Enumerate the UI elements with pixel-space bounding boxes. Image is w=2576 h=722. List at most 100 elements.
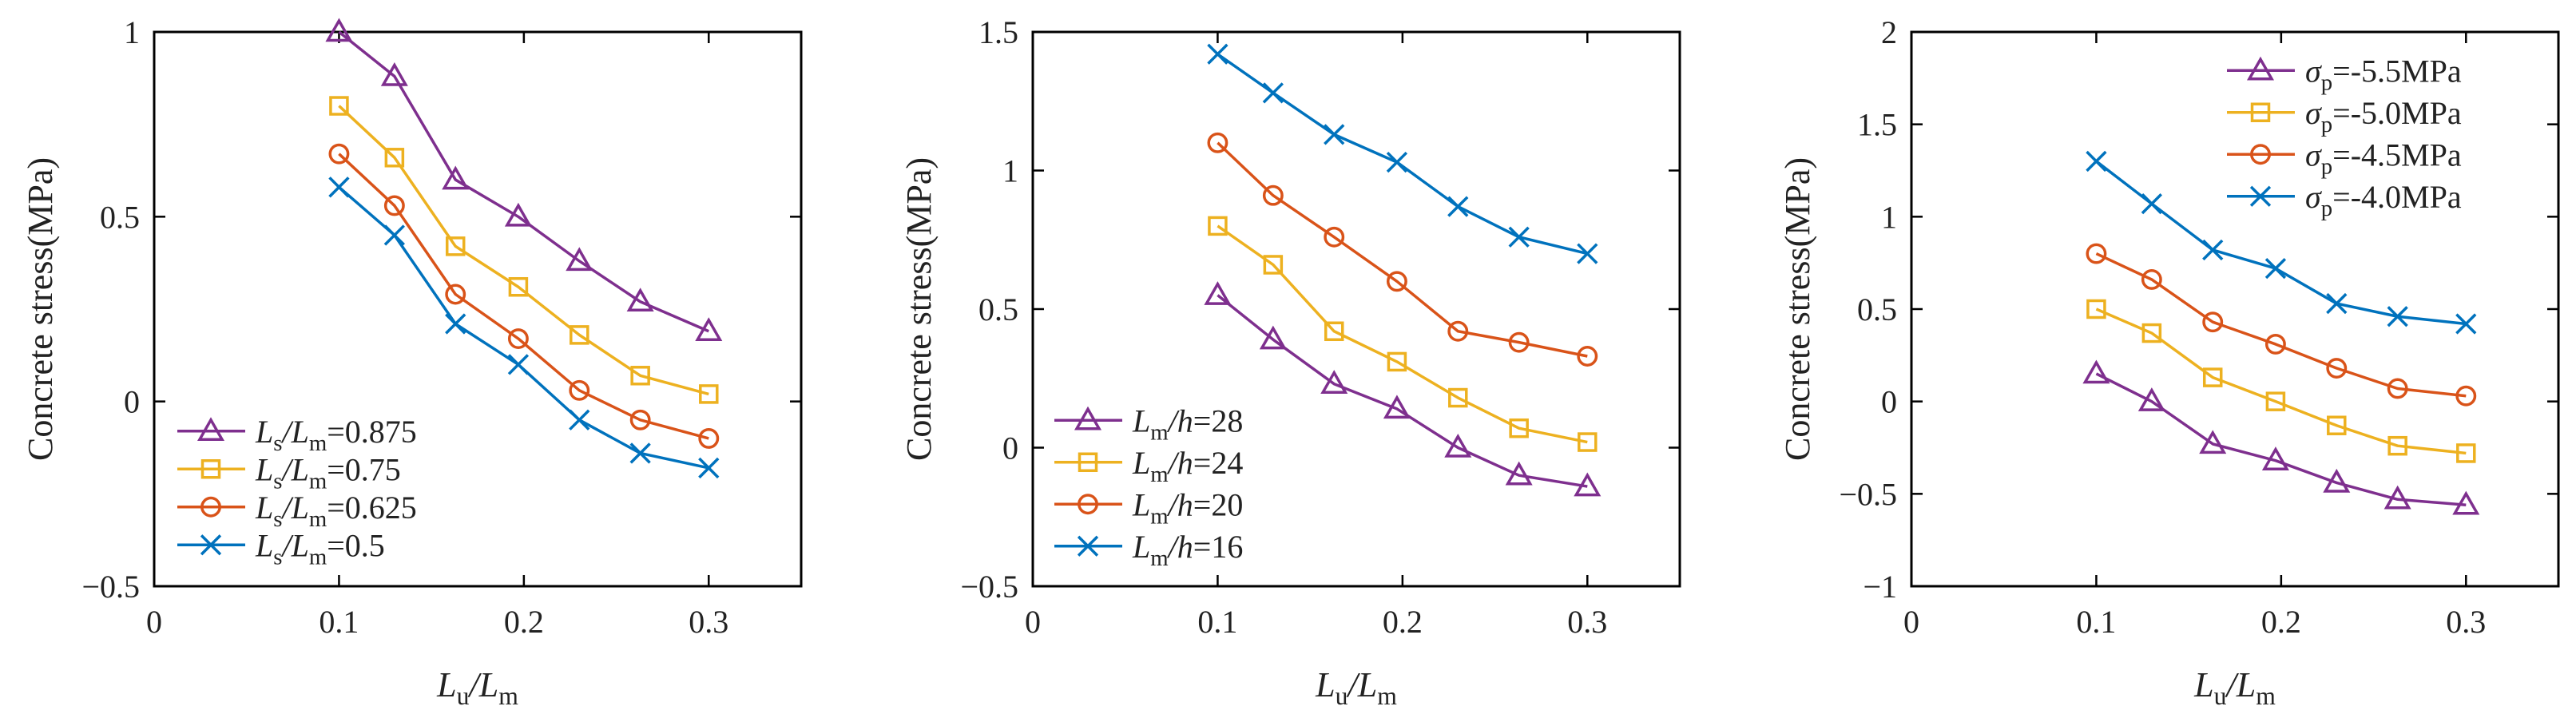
x-tick-label: 0.3	[689, 604, 728, 640]
x-tick-label: 0.1	[2076, 604, 2116, 640]
data-point-circle	[1262, 184, 1284, 206]
y-axis-title: Concrete stress(MPa)	[21, 157, 60, 461]
series-3	[1207, 43, 1598, 264]
legend-entry-1-part-0: L	[255, 451, 273, 487]
data-point-triangle	[2261, 446, 2289, 470]
series-line	[1217, 141, 1588, 358]
legend-entry-2-part-1: p	[2321, 153, 2332, 179]
y-tick-label: 0.5	[978, 292, 1018, 327]
legend-marker-circle	[200, 496, 221, 518]
data-point-square	[384, 148, 405, 168]
data-point-circle	[698, 427, 720, 449]
x-tick-label: 0	[1025, 604, 1041, 640]
y-tick-label: 0.5	[1857, 292, 1897, 327]
legend-entry-1-part-4: =0.75	[327, 451, 401, 487]
data-point-square	[1509, 418, 1529, 438]
legend-entry-3-part-2: /h	[1167, 529, 1193, 565]
data-point-x	[1262, 82, 1284, 104]
series-2	[328, 143, 720, 449]
series-line	[338, 30, 709, 333]
series-line	[338, 153, 709, 440]
x-axis-title-part-1: u	[457, 682, 470, 710]
legend-entry-0-part-0: L	[1132, 403, 1150, 438]
x-tick-label: 0.2	[1383, 604, 1423, 640]
data-point-x	[2455, 313, 2477, 335]
x-axis-title-part-0: L	[1315, 665, 1335, 704]
x-tick-label: 0	[1903, 604, 1919, 640]
data-point-triangle	[2383, 485, 2411, 510]
data-point-circle	[1508, 331, 1530, 353]
legend-entry-3-part-1: p	[2321, 196, 2332, 221]
data-point-circle	[2141, 269, 2162, 290]
legend-entry-1-part-1: s	[273, 468, 282, 494]
y-tick-label: 0	[1002, 430, 1018, 466]
legend-entry-3-part-3: m	[309, 544, 327, 569]
y-tick-label: 1	[124, 14, 140, 50]
legend-entry-2-part-0: L	[255, 490, 273, 526]
x-axis-title-part-2: /L	[1345, 665, 1377, 704]
series-line	[1217, 294, 1588, 488]
legend-entry-1-part-2: =-5.0MPa	[2332, 95, 2462, 131]
data-point-circle	[1324, 226, 1345, 248]
legend-entry-1-part-1: p	[2321, 112, 2332, 137]
data-point-x	[698, 457, 720, 479]
data-point-square	[630, 366, 650, 386]
x-axis-title-part-0: L	[436, 665, 456, 704]
y-tick-label: −0.5	[1839, 476, 1897, 512]
y-tick-label: −0.5	[81, 569, 140, 605]
series-0	[325, 18, 723, 342]
data-point-square	[1263, 255, 1284, 275]
x-axis-title-part-3: m	[1377, 682, 1397, 710]
data-point-square	[2141, 323, 2162, 343]
legend-entry-3: Ls/Lm=0.5	[255, 527, 385, 569]
data-point-x	[569, 409, 590, 430]
legend-entry-3-part-0: L	[255, 527, 273, 563]
data-point-x	[2202, 239, 2224, 261]
data-point-triangle	[1505, 461, 1533, 486]
data-point-x	[1207, 43, 1228, 65]
legend-entry-3: σp=-4.0MPa	[2305, 179, 2462, 221]
legend-entry-0-part-1: s	[273, 430, 282, 456]
legend-entry-0-part-4: =28	[1193, 403, 1244, 438]
data-point-circle	[1386, 271, 1407, 292]
legend-marker-triangle	[2246, 56, 2275, 81]
plot-frame	[153, 30, 803, 588]
data-point-triangle	[442, 165, 470, 190]
legend-entry-2-part-2: /L	[280, 490, 308, 526]
legend: Ls/Lm=0.875Ls/Lm=0.75Ls/Lm=0.625Ls/Lm=0.…	[177, 414, 417, 569]
data-point-square	[2327, 415, 2347, 435]
y-tick-label: −0.5	[960, 569, 1018, 605]
data-point-circle	[629, 409, 651, 430]
y-axis-title: Concrete stress(MPa)	[899, 157, 939, 461]
data-point-square	[2086, 299, 2106, 319]
data-point-x	[445, 313, 466, 335]
legend-marker-x	[1077, 535, 1099, 557]
x-axis-title: Lu/Lm	[1315, 665, 1397, 710]
legend-entry-0-part-3: m	[309, 430, 327, 456]
data-point-triangle	[2137, 387, 2165, 411]
data-point-x	[1324, 124, 1345, 145]
series-line	[2095, 252, 2467, 398]
data-point-square	[1448, 387, 1468, 408]
data-point-circle	[2326, 358, 2348, 379]
legend-entry-0-part-2: /L	[280, 414, 308, 450]
legend-entry-2-part-4: =20	[1193, 486, 1244, 522]
legend-marker-triangle	[1074, 406, 1102, 430]
legend-entry-2-part-4: =0.625	[327, 490, 417, 526]
data-point-circle	[1577, 346, 1598, 367]
legend-marker-triangle	[196, 417, 225, 441]
legend-entry-2: Lm/h=20	[1132, 486, 1243, 529]
data-point-triangle	[695, 317, 723, 342]
legend-entry-3-part-1: m	[1150, 545, 1168, 571]
legend-marker-x	[200, 534, 222, 556]
data-point-triangle	[2452, 490, 2480, 515]
x-axis-title-part-1: u	[2214, 682, 2227, 710]
data-point-triangle	[1320, 370, 1348, 394]
legend-entry-1-part-2: /L	[280, 451, 308, 487]
data-point-square	[1208, 216, 1228, 236]
data-point-circle	[2264, 334, 2286, 355]
legend-entry-3-part-4: =16	[1193, 529, 1244, 565]
